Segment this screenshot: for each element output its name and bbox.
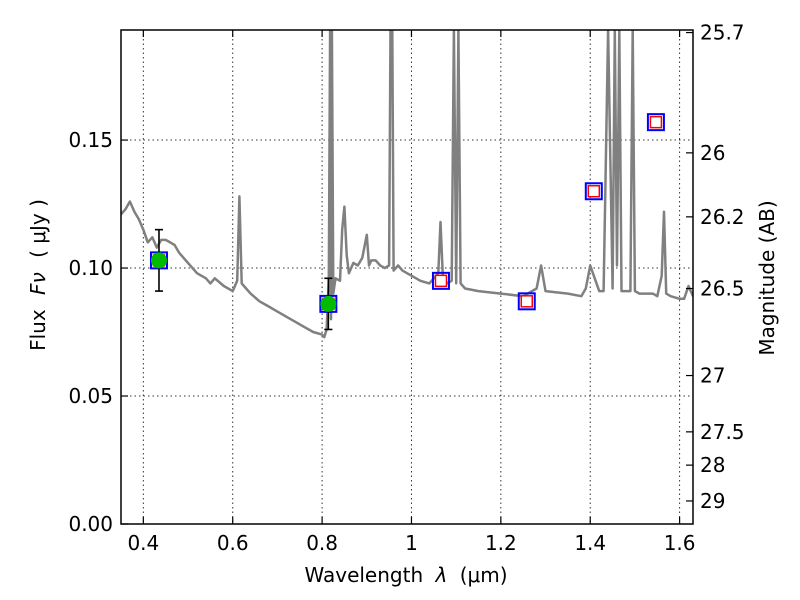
right-axis-label: Magnitude (AB): [755, 200, 779, 355]
x-tick-label: 1.4: [574, 531, 606, 555]
y-axis-left: 0.00 0.05 0.10 0.15: [68, 128, 128, 536]
x-axis-label: Wavelength λ (μm): [304, 563, 507, 587]
model-point-outer: [517, 292, 536, 311]
observed-point: [320, 277, 337, 331]
y-tick-label: 0.05: [68, 384, 113, 408]
model-point: [646, 113, 665, 132]
x-tick-label: 1: [405, 531, 418, 555]
model-point: [431, 271, 450, 290]
x-tick-label: 1.6: [664, 531, 696, 555]
x-tick-label: 1.2: [485, 531, 517, 555]
y-tick-label: 0.00: [68, 512, 113, 536]
y2-tick-label: 27: [700, 364, 725, 388]
x-tick-label: 0.8: [306, 531, 338, 555]
x-tick-label: 0.4: [127, 531, 159, 555]
observed-point: [150, 228, 167, 292]
observed-point-marker: [150, 252, 167, 269]
y-tick-label: 0.10: [68, 256, 113, 280]
y2-tick-label: 28: [700, 453, 725, 477]
model-point-inner: [587, 185, 601, 198]
x-axis: 0.4 0.6 0.8 1 1.2 1.4 1.6: [127, 30, 696, 555]
x-tick-label: 0.6: [217, 531, 249, 555]
y2-tick-label: 27.5: [700, 420, 745, 444]
model-point: [584, 182, 603, 201]
observed-point-marker: [320, 295, 337, 312]
y2-tick-label: 29: [700, 489, 725, 513]
y-axis-right: 25.7 26 26.2 26.5 27 27.5 28 29: [686, 21, 745, 513]
y2-tick-label: 25.7: [700, 21, 745, 45]
model-point: [517, 292, 536, 311]
y2-tick-label: 26: [700, 141, 725, 165]
model-point-outer: [646, 113, 665, 132]
spectrum-line: [121, 30, 693, 339]
model-point-inner: [434, 274, 448, 288]
axes-frame: [120, 29, 694, 525]
y2-tick-label: 26.5: [700, 277, 745, 301]
model-point-inner: [649, 115, 663, 129]
model-point-outer: [584, 182, 603, 201]
y2-tick-label: 26.2: [700, 205, 745, 229]
model-point-inner: [520, 295, 534, 308]
y-tick-label: 0.15: [68, 128, 113, 152]
y-axis-label: Flux Fν ( μJy ): [26, 199, 50, 351]
observed-photometry-markers: [150, 228, 337, 331]
model-point-outer: [431, 271, 450, 290]
